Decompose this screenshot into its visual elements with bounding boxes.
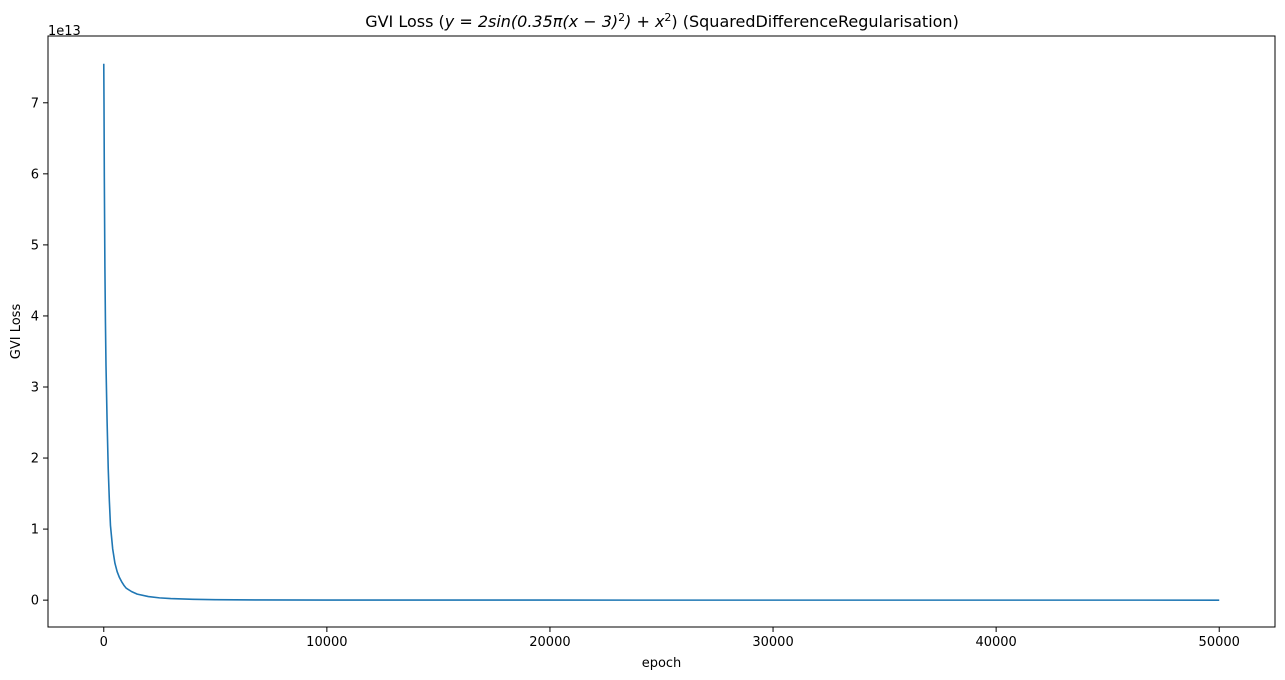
x-tick-label: 40000: [975, 635, 1016, 650]
y-axis-offset-text: 1e13: [48, 24, 81, 39]
y-tick-label: 1: [31, 523, 39, 538]
x-tick-label: 50000: [1199, 635, 1240, 650]
chart-title-suffix: ) (SquaredDifferenceRegularisation): [671, 12, 958, 31]
x-axis: 0 10000 20000 30000 40000 50000: [100, 627, 1240, 650]
y-tick-label: 6: [31, 167, 39, 182]
x-tick-label: 10000: [306, 635, 347, 650]
y-axis-label: GVI Loss: [9, 304, 24, 360]
chart-title-formula: y = 2sin(0.35π(x − 3): [444, 12, 618, 31]
x-tick-label: 20000: [529, 635, 570, 650]
y-tick-label: 2: [31, 452, 39, 467]
x-axis-label: epoch: [642, 656, 682, 671]
chart-title: GVI Loss (y = 2sin(0.35π(x − 3)2) + x2) …: [365, 11, 959, 31]
chart-title-square-1: 2: [618, 11, 625, 24]
series-line: [102, 63, 1220, 601]
y-tick-label: 7: [31, 96, 39, 111]
y-tick-label: 5: [31, 238, 39, 253]
x-tick-label: 0: [100, 635, 108, 650]
x-tick-label: 30000: [752, 635, 793, 650]
y-axis: 0 1 2 3 4 5 6 7: [31, 96, 48, 609]
chart-title-mid: ) + x: [624, 12, 665, 31]
chart-title-square-2: 2: [664, 11, 671, 24]
chart-title-prefix: GVI Loss (: [365, 12, 445, 31]
y-tick-label: 3: [31, 380, 39, 395]
plot-frame: [47, 35, 1276, 628]
y-tick-label: 0: [31, 594, 39, 609]
y-tick-label: 4: [31, 309, 39, 324]
plot-area: [102, 63, 1220, 601]
